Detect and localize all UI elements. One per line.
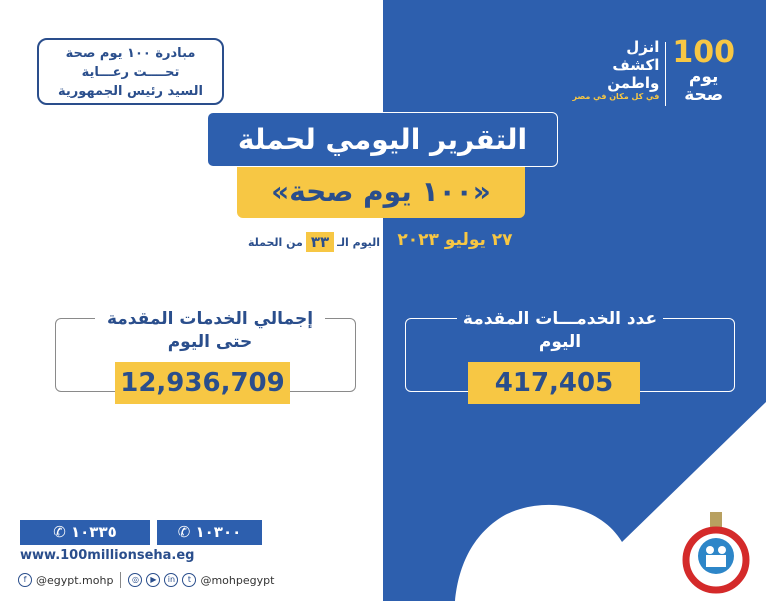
- divider: [120, 572, 122, 588]
- patronage-line: تحــــت رعـــاية: [81, 65, 180, 80]
- campaign-day-suffix: من الحملة: [247, 235, 303, 249]
- today-label-line2: اليوم: [538, 332, 582, 352]
- hotline-number: ١٠٣٣٥: [71, 523, 117, 541]
- logo-slogan: انزل: [626, 38, 660, 56]
- phone-icon: ✆: [177, 523, 196, 541]
- patronage-line: مبادرة ١٠٠ يوم صحة: [65, 46, 196, 61]
- linkedin-icon[interactable]: in: [164, 573, 179, 587]
- patronage-box: مبادرة ١٠٠ يوم صحة تحــــت رعـــاية السي…: [37, 38, 224, 105]
- logo-subslogan: في كل مكان في مصر: [572, 92, 660, 101]
- logo-divider: [665, 42, 667, 106]
- phone-icon: ✆: [53, 523, 71, 541]
- hotline-number: ١٠٣٠٠: [195, 523, 242, 541]
- twitter-icon[interactable]: t: [182, 573, 197, 587]
- total-label-line2: حتى اليوم: [167, 332, 253, 352]
- facebook-icon[interactable]: f: [18, 573, 32, 587]
- logo-name-1: يوم: [688, 67, 719, 87]
- instagram-icon[interactable]: ◎: [128, 573, 143, 587]
- facebook-handle[interactable]: @egypt.mohp: [36, 573, 114, 587]
- today-services-value: 417,405: [468, 362, 640, 404]
- total-label-line1: إجمالي الخدمات المقدمة: [106, 309, 314, 329]
- campaign-day-prefix: اليوم الـ: [337, 235, 380, 249]
- today-services-label: عدد الخدمـــات المقدمة اليوم: [425, 308, 695, 354]
- hotline-1[interactable]: ✆ ١٠٣٣٥: [20, 520, 150, 545]
- logo-slogan: واطمن: [607, 74, 660, 92]
- patronage-line: السيد رئيس الجمهورية: [58, 84, 203, 99]
- youtube-icon[interactable]: ▶: [146, 573, 161, 587]
- campaign-day: اليوم الـ ٣٣ من الحملة: [238, 232, 380, 252]
- social-handle[interactable]: @mohpegypt: [200, 573, 275, 587]
- logo-number: 100: [672, 35, 735, 70]
- total-services-label: إجمالي الخدمات المقدمة حتى اليوم: [95, 308, 325, 354]
- ministry-emblem: [682, 512, 750, 594]
- hotline-2[interactable]: ✆ ١٠٣٠٠: [157, 520, 262, 545]
- social-bar: f @egypt.mohp ◎ ▶ in t @mohpegypt: [18, 572, 274, 588]
- total-services-value: 12,936,709: [115, 362, 290, 404]
- report-title: التقرير اليومي لحملة: [207, 112, 558, 167]
- report-date: ٢٧ يوليو ٢٠٢٣: [397, 230, 513, 250]
- website-link[interactable]: www.100millionseha.eg: [20, 548, 195, 563]
- campaign-logo: 100 يوم صحة انزل اكشف واطمن في كل مكان ف…: [560, 38, 735, 110]
- logo-name-2: صحة: [684, 85, 724, 105]
- report-subtitle: «١٠٠ يوم صحة»: [237, 167, 525, 218]
- campaign-day-number: ٣٣: [305, 232, 335, 252]
- today-label-line1: عدد الخدمـــات المقدمة: [456, 308, 664, 331]
- logo-slogan: اكشف: [612, 56, 660, 74]
